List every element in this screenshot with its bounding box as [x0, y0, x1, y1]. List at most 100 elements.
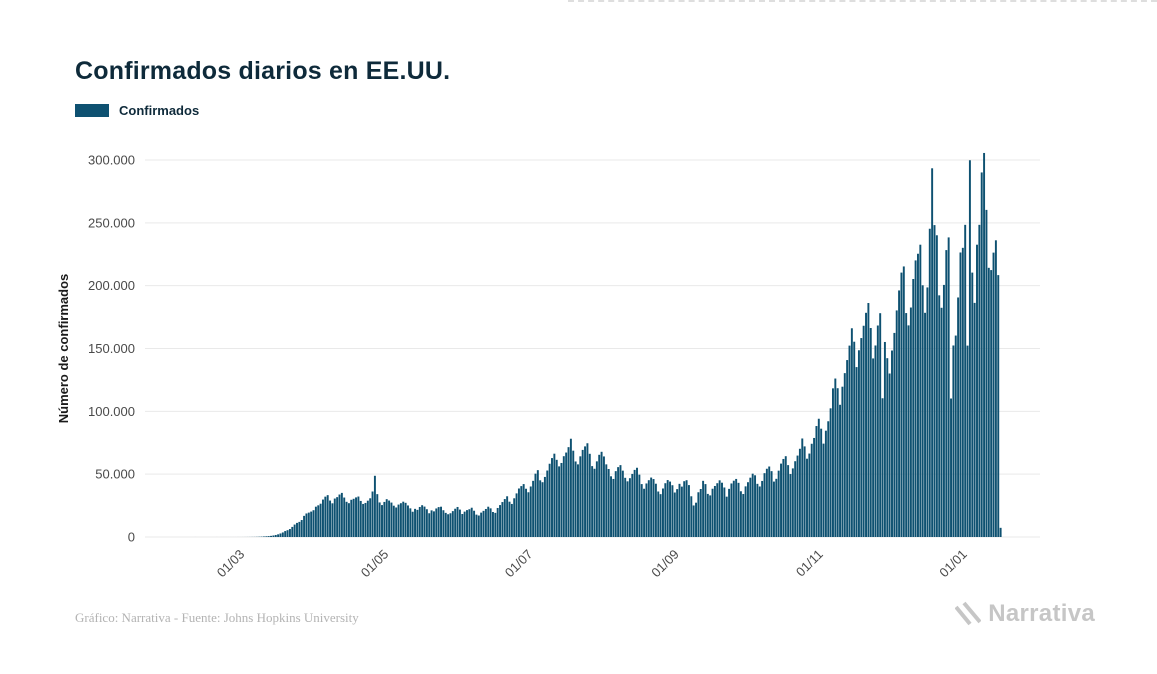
bar [421, 505, 424, 537]
bar [957, 297, 960, 537]
bar [761, 480, 764, 537]
bar [886, 358, 889, 537]
bar [919, 244, 922, 537]
bar [548, 463, 551, 537]
bar [279, 533, 282, 537]
bar [414, 508, 417, 537]
bar [739, 491, 742, 537]
bar [690, 496, 693, 537]
bar [633, 469, 636, 537]
bar [435, 508, 438, 537]
bar [895, 310, 898, 537]
bar [588, 453, 591, 537]
bar [662, 488, 664, 537]
bar [666, 480, 669, 537]
bar [636, 467, 638, 537]
bar [921, 285, 924, 537]
bar [931, 168, 934, 537]
bar [546, 470, 549, 537]
bar [678, 483, 681, 537]
bar [860, 338, 863, 537]
bar [928, 228, 931, 537]
bar [314, 506, 317, 537]
bar [718, 480, 721, 537]
bar [997, 275, 1000, 537]
y-axis-title: Número de confirmados [56, 274, 71, 424]
bar [468, 509, 471, 537]
bar [810, 443, 813, 537]
bar [968, 160, 971, 537]
bar [484, 508, 487, 537]
bar [952, 345, 955, 537]
bar [914, 260, 917, 537]
bar [447, 514, 450, 537]
bar [798, 448, 801, 537]
bar [293, 524, 296, 537]
bar [390, 502, 393, 537]
legend-swatch-icon [75, 104, 109, 117]
bar [614, 471, 617, 537]
bar [307, 512, 310, 537]
bar [461, 514, 464, 537]
bar [775, 478, 778, 537]
x-tick-label: 01/09 [648, 547, 682, 581]
bar [487, 506, 490, 537]
bar [912, 279, 915, 537]
bar [418, 506, 421, 537]
bar [822, 443, 825, 537]
bar [329, 500, 332, 537]
bar [848, 345, 851, 537]
bar [562, 456, 565, 537]
bar [853, 341, 856, 537]
bar [425, 509, 428, 537]
bar [794, 461, 797, 537]
bar [411, 511, 414, 537]
bar [867, 303, 870, 537]
bar [270, 535, 272, 537]
bar [515, 493, 518, 537]
narrativa-logo-icon [955, 601, 982, 626]
bar [458, 509, 461, 537]
bar [964, 224, 967, 537]
bar [565, 452, 568, 537]
bar [789, 474, 792, 537]
bar [366, 500, 369, 537]
bar [317, 505, 320, 537]
bar [336, 497, 339, 537]
bar [735, 478, 738, 537]
bar [331, 503, 334, 537]
bar [730, 483, 733, 537]
bar [385, 499, 388, 537]
bar [699, 489, 702, 537]
bar [673, 492, 676, 537]
bar [288, 529, 291, 537]
bar [489, 508, 492, 537]
bar [832, 388, 834, 537]
y-tick-label: 250.000 [88, 215, 135, 230]
bar [742, 494, 745, 537]
bar [763, 473, 766, 537]
bar [695, 502, 697, 537]
bar [510, 503, 513, 537]
bar [560, 462, 563, 537]
brand-logo: Narrativa [955, 600, 1095, 628]
bar [376, 494, 379, 537]
bar [399, 503, 402, 537]
bar [801, 438, 804, 537]
bar [803, 446, 806, 537]
bar [747, 482, 749, 537]
bar [638, 474, 641, 537]
bar [971, 272, 974, 537]
bar [581, 449, 584, 537]
bar [711, 488, 714, 537]
bar [706, 493, 709, 537]
bar [924, 312, 927, 537]
page-title: Confirmados diarios en EE.UU. [75, 56, 451, 85]
bar [692, 505, 695, 537]
bar [787, 465, 790, 537]
bar [652, 479, 655, 537]
bar [409, 508, 412, 537]
bar [501, 502, 504, 537]
bar [555, 459, 558, 537]
bar [935, 235, 938, 537]
